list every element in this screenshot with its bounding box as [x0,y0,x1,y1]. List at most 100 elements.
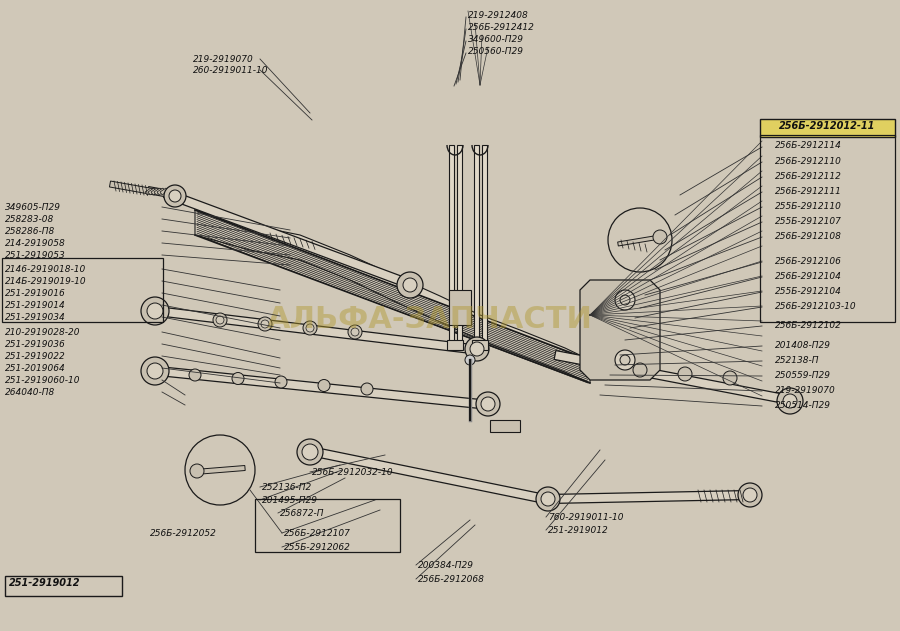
Circle shape [302,444,318,460]
Polygon shape [195,210,590,383]
Circle shape [397,272,423,298]
Circle shape [743,488,757,502]
Polygon shape [164,189,417,290]
Circle shape [481,397,495,411]
Text: 256Б-2912102: 256Б-2912102 [775,321,842,330]
Circle shape [678,367,692,381]
Circle shape [189,369,201,381]
Circle shape [306,324,314,332]
Circle shape [213,313,227,327]
Text: 256Б-2912012-11: 256Б-2912012-11 [778,121,875,131]
Circle shape [351,328,359,336]
Text: 250560-П29: 250560-П29 [468,47,524,56]
Polygon shape [554,351,791,404]
Circle shape [465,355,475,365]
Text: 252138-П: 252138-П [775,356,820,365]
Circle shape [348,325,362,339]
Circle shape [190,464,204,478]
Circle shape [297,439,323,465]
Text: 250514-П29: 250514-П29 [775,401,831,410]
Bar [5,576,122,596]
Text: 256Б-2912112: 256Б-2912112 [775,172,842,181]
Circle shape [164,185,186,207]
Polygon shape [160,188,168,195]
Bar [490,420,520,432]
Polygon shape [148,305,481,355]
Circle shape [738,483,762,507]
Polygon shape [158,188,165,195]
Text: 256Б-2912106: 256Б-2912106 [775,257,842,266]
Text: 255Б-2912062: 255Б-2912062 [284,543,351,552]
Polygon shape [145,188,153,195]
Text: 256Б-2912103-10: 256Б-2912103-10 [775,302,857,311]
Circle shape [633,363,647,377]
Text: 251-2919022: 251-2919022 [5,352,66,361]
Text: 258283-08: 258283-08 [5,215,54,224]
Circle shape [185,435,255,505]
Circle shape [470,342,484,356]
Text: 251-2919016: 251-2919016 [5,289,66,298]
Text: 255Б-2912110: 255Б-2912110 [775,202,842,211]
Circle shape [608,208,672,272]
Text: 256Б-2912110: 256Б-2912110 [775,157,842,166]
Bar [472,340,488,350]
Circle shape [653,230,667,244]
Circle shape [275,376,287,388]
Text: 349605-П29: 349605-П29 [5,203,61,212]
Bar [255,499,400,552]
Circle shape [777,388,803,414]
Circle shape [258,317,272,331]
Text: 250559-П29: 250559-П29 [775,371,831,380]
Circle shape [615,290,635,310]
Text: 255Б-2912107: 255Б-2912107 [775,217,842,226]
Polygon shape [304,445,551,504]
Text: 251-2919014: 251-2919014 [5,301,66,310]
Polygon shape [148,188,156,195]
Text: 256Б-2912052: 256Б-2912052 [150,529,217,538]
Text: 210-2919028-20: 210-2919028-20 [5,328,80,337]
Circle shape [723,371,737,385]
Polygon shape [151,188,159,195]
Text: 349600-П29: 349600-П29 [468,35,524,44]
Text: 264040-П8: 264040-П8 [5,388,55,397]
Polygon shape [473,145,479,350]
Text: 219-2919070: 219-2919070 [775,386,836,395]
Text: 252136-П2: 252136-П2 [262,483,312,492]
Circle shape [169,190,181,202]
Text: 760-2919011-10: 760-2919011-10 [548,513,624,522]
Text: 251-2919012: 251-2919012 [9,578,80,588]
Text: 260-2919011-10: 260-2919011-10 [193,66,268,75]
Circle shape [541,492,555,506]
Circle shape [261,320,269,328]
Bar [2,258,163,322]
Text: 251-2919012: 251-2919012 [548,526,608,535]
Text: 251-2019064: 251-2019064 [5,364,66,373]
Bar [760,135,895,322]
Text: 219-2919070: 219-2919070 [193,55,254,64]
Polygon shape [194,466,245,475]
Circle shape [403,278,417,292]
Circle shape [465,337,489,361]
Text: 219-2912408: 219-2912408 [468,11,529,20]
Text: 256Б-2912068: 256Б-2912068 [418,575,485,584]
Text: 214Б-2919019-10: 214Б-2919019-10 [5,277,86,286]
Text: 201408-П29: 201408-П29 [775,341,831,350]
Text: 258286-П8: 258286-П8 [5,227,55,236]
Circle shape [620,355,630,365]
Circle shape [216,316,224,324]
Polygon shape [548,490,750,504]
Polygon shape [580,280,660,380]
Text: 256Б-2912114: 256Б-2912114 [775,141,842,150]
Text: 256Б-2912412: 256Б-2912412 [468,23,535,32]
Text: 251-2919060-10: 251-2919060-10 [5,376,80,385]
Text: 256872-П: 256872-П [280,509,325,518]
Text: 255Б-2912104: 255Б-2912104 [775,287,842,296]
Text: 256Б-2912111: 256Б-2912111 [775,187,842,196]
Polygon shape [148,365,490,410]
Circle shape [147,303,163,319]
Text: 256Б-2912104: 256Б-2912104 [775,272,842,281]
Text: 251-2919053: 251-2919053 [5,251,66,260]
Bar [447,340,463,350]
Polygon shape [448,145,454,350]
Polygon shape [110,181,156,195]
